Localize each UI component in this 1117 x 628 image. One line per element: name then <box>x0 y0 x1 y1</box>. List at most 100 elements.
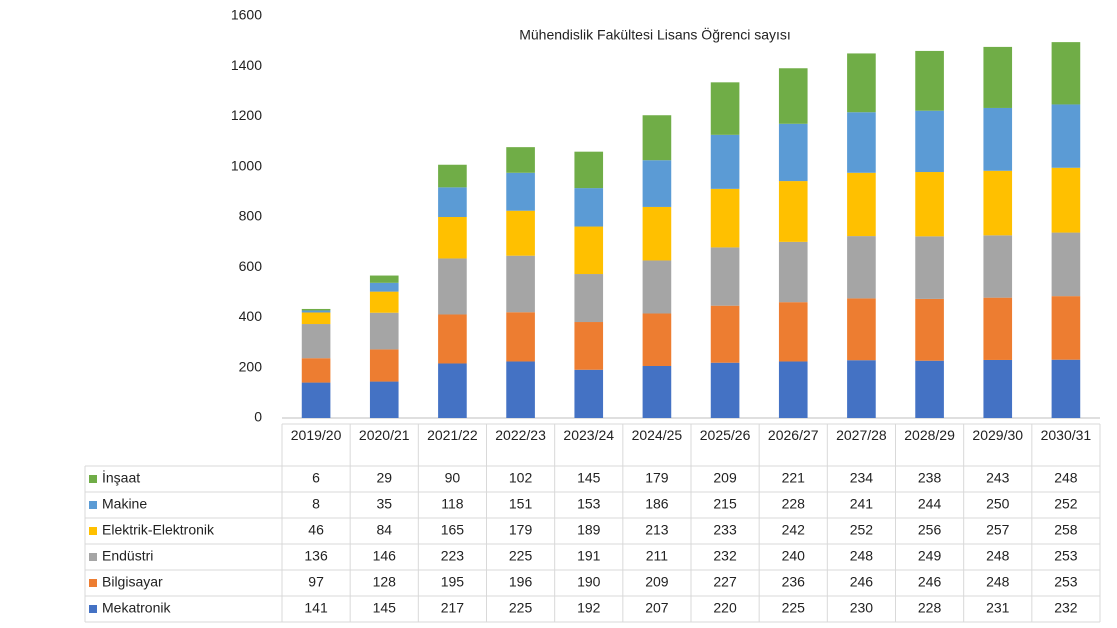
table-value: 228 <box>782 496 806 512</box>
chart-title: Mühendislik Fakültesi Lisans Öğrenci say… <box>519 26 791 43</box>
table-value: 209 <box>645 574 669 590</box>
table-value: 196 <box>509 574 533 590</box>
bar-segment <box>915 172 944 237</box>
bar-segment <box>506 172 535 211</box>
table-value: 244 <box>918 496 942 512</box>
bar-segment <box>983 107 1013 171</box>
bar-segment <box>1051 104 1081 168</box>
x-tick-label: 2023/24 <box>563 427 615 443</box>
table-value: 246 <box>850 574 874 590</box>
bar-segment <box>438 314 467 364</box>
x-tick-label: 2021/22 <box>427 427 478 443</box>
table-value: 223 <box>441 548 465 564</box>
bar-segment <box>778 181 808 242</box>
bar-segment <box>847 298 876 361</box>
x-tick-label: 2020/21 <box>358 427 410 443</box>
table-value: 221 <box>782 470 806 486</box>
bar-segment <box>778 241 808 303</box>
bar-segment <box>983 235 1013 298</box>
table-value: 256 <box>918 522 942 538</box>
bar-segment <box>506 255 535 313</box>
bar-segment <box>710 305 740 363</box>
table-value: 151 <box>509 496 533 512</box>
table-value: 207 <box>645 600 669 616</box>
bar-segment <box>915 360 944 418</box>
x-tick-label: 2025/26 <box>699 427 751 443</box>
table-value: 213 <box>645 522 669 538</box>
table-value: 248 <box>850 548 874 564</box>
bar-segment <box>1051 42 1081 105</box>
bar-segment <box>574 188 604 227</box>
table-value: 97 <box>308 574 324 590</box>
y-tick-label: 1600 <box>231 7 262 23</box>
bar-segment <box>710 247 740 306</box>
table-value: 225 <box>509 600 533 616</box>
bar-segment <box>847 112 876 173</box>
table-value: 253 <box>1054 548 1078 564</box>
table-value: 225 <box>782 600 806 616</box>
table-value: 238 <box>918 470 942 486</box>
table-value: 220 <box>713 600 737 616</box>
table-value: 248 <box>986 548 1010 564</box>
bar-segment <box>778 302 808 362</box>
bar-segment <box>301 358 331 383</box>
table-value: 179 <box>509 522 533 538</box>
table-value: 141 <box>304 600 328 616</box>
table-value: 6 <box>312 470 320 486</box>
x-tick-label: 2019/20 <box>290 427 342 443</box>
bar-segment <box>1051 296 1081 360</box>
table-value: 102 <box>509 470 533 486</box>
bar-segment <box>438 258 467 315</box>
table-value: 84 <box>376 522 392 538</box>
bar-segment <box>915 50 944 111</box>
legend-label: Mekatronik <box>102 600 171 616</box>
table-value: 248 <box>1054 470 1078 486</box>
table-value: 225 <box>509 548 533 564</box>
legend-label: Elektrik-Elektronik <box>102 522 215 538</box>
bar-segment <box>506 210 535 256</box>
x-tick-label: 2024/25 <box>631 427 683 443</box>
table-value: 46 <box>308 522 324 538</box>
table-value: 118 <box>441 496 464 512</box>
bar-segment <box>301 308 331 311</box>
table-value: 186 <box>645 496 669 512</box>
table-value: 211 <box>646 548 669 564</box>
bar-segment <box>369 381 399 418</box>
bar-segment <box>642 365 672 418</box>
bar-segment <box>847 236 876 299</box>
legend-swatch <box>89 553 97 561</box>
bar-segment <box>369 291 399 313</box>
bar-segment <box>301 312 331 325</box>
table-value: 232 <box>713 548 737 564</box>
bar-segment <box>301 382 331 418</box>
table-value: 191 <box>577 548 601 564</box>
bar-segment <box>506 361 535 418</box>
bar-segment <box>1051 359 1081 418</box>
table-value: 234 <box>850 470 874 486</box>
bar-segment <box>642 313 672 366</box>
table-value: 195 <box>441 574 465 590</box>
table-value: 153 <box>577 496 601 512</box>
bar-segment <box>438 217 467 259</box>
table-value: 233 <box>713 522 737 538</box>
table-value: 128 <box>373 574 397 590</box>
legend-swatch <box>89 501 97 509</box>
bar-segment <box>301 310 331 313</box>
table-value: 145 <box>577 470 601 486</box>
x-tick-label: 2026/27 <box>767 427 819 443</box>
table-value: 257 <box>986 522 1010 538</box>
y-tick-label: 1000 <box>231 157 262 173</box>
bar-segment <box>574 226 604 275</box>
legend-label: Makine <box>102 496 147 512</box>
table-value: 249 <box>918 548 942 564</box>
table-value: 228 <box>918 600 942 616</box>
table-value: 165 <box>441 522 465 538</box>
table-value: 8 <box>312 496 320 512</box>
table-value: 236 <box>782 574 806 590</box>
bar-segment <box>369 282 399 292</box>
table-value: 227 <box>713 574 737 590</box>
table-value: 243 <box>986 470 1010 486</box>
x-tick-label: 2022/23 <box>495 427 546 443</box>
table-value: 145 <box>373 600 397 616</box>
bar-segment <box>778 123 808 182</box>
